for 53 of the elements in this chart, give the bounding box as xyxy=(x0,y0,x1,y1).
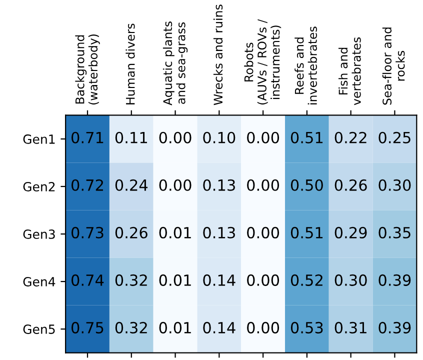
data-label: 0.32 xyxy=(115,322,147,334)
data-label: 0.13 xyxy=(203,226,235,238)
data-label: 0.14 xyxy=(203,274,236,286)
data-label: 0.26 xyxy=(334,179,367,191)
data-label: 0.71 xyxy=(72,132,104,144)
data-label: 0.11 xyxy=(115,132,147,144)
x-tick-label: Background (waterbody) xyxy=(75,34,100,104)
data-label: 0.00 xyxy=(247,274,280,286)
data-label: 0.29 xyxy=(334,226,367,238)
data-label: 0.53 xyxy=(290,322,323,334)
data-label: 0.51 xyxy=(290,132,323,144)
data-label: 0.00 xyxy=(159,179,192,191)
y-tick-label: Gen4 xyxy=(23,276,56,286)
x-tick-label: Sea-floor and rocks xyxy=(382,28,405,105)
data-label: 0.26 xyxy=(115,226,148,238)
x-tick-label: Aquatic plants and sea-grass xyxy=(162,22,188,106)
data-label: 0.13 xyxy=(203,179,235,191)
data-label: 0.74 xyxy=(72,274,104,286)
data-label: 0.22 xyxy=(334,132,366,144)
data-label: 0.31 xyxy=(334,322,366,334)
data-label: 0.00 xyxy=(247,322,280,334)
data-label: 0.01 xyxy=(159,274,191,286)
x-tick-label: Fish and vertebrates xyxy=(338,37,361,106)
data-label: 0.75 xyxy=(72,322,104,334)
data-label: 0.01 xyxy=(159,226,191,238)
data-label: 0.25 xyxy=(378,132,410,144)
data-label: 0.30 xyxy=(334,274,367,286)
data-label: 0.10 xyxy=(203,132,236,144)
data-label: 0.24 xyxy=(115,179,148,191)
data-label: 0.00 xyxy=(247,179,280,191)
x-tick-label: Robots (AUVs / ROVs / instruments) xyxy=(244,19,282,104)
y-tick-label: Gen5 xyxy=(23,324,55,334)
data-label: 0.00 xyxy=(159,132,192,144)
data-label: 0.32 xyxy=(115,274,147,286)
data-label: 0.35 xyxy=(378,226,410,238)
data-label: 0.00 xyxy=(247,226,280,238)
data-label: 0.14 xyxy=(203,322,236,334)
x-tick-label: Wrecks and ruins xyxy=(213,4,223,106)
data-label: 0.00 xyxy=(247,132,280,144)
data-label: 0.50 xyxy=(290,179,323,191)
x-tick-label: Human divers xyxy=(126,24,135,104)
y-tick-label: Gen3 xyxy=(23,229,55,239)
data-label: 0.73 xyxy=(72,226,104,238)
data-label: 0.52 xyxy=(290,274,322,286)
data-label: 0.39 xyxy=(378,322,411,334)
x-tick-label: Reefs and invertebrates xyxy=(294,26,317,104)
data-label: 0.01 xyxy=(159,322,191,334)
y-tick-label: Gen1 xyxy=(23,134,55,144)
data-label: 0.39 xyxy=(378,274,411,286)
y-tick-label: Gen2 xyxy=(23,182,55,192)
data-label: 0.51 xyxy=(290,226,323,238)
data-label: 0.30 xyxy=(378,179,411,191)
data-label: 0.72 xyxy=(72,179,103,191)
